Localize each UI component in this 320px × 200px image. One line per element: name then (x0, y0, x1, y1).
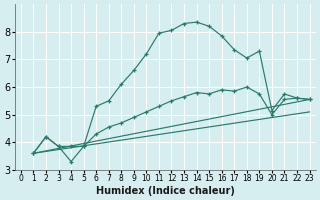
X-axis label: Humidex (Indice chaleur): Humidex (Indice chaleur) (96, 186, 235, 196)
